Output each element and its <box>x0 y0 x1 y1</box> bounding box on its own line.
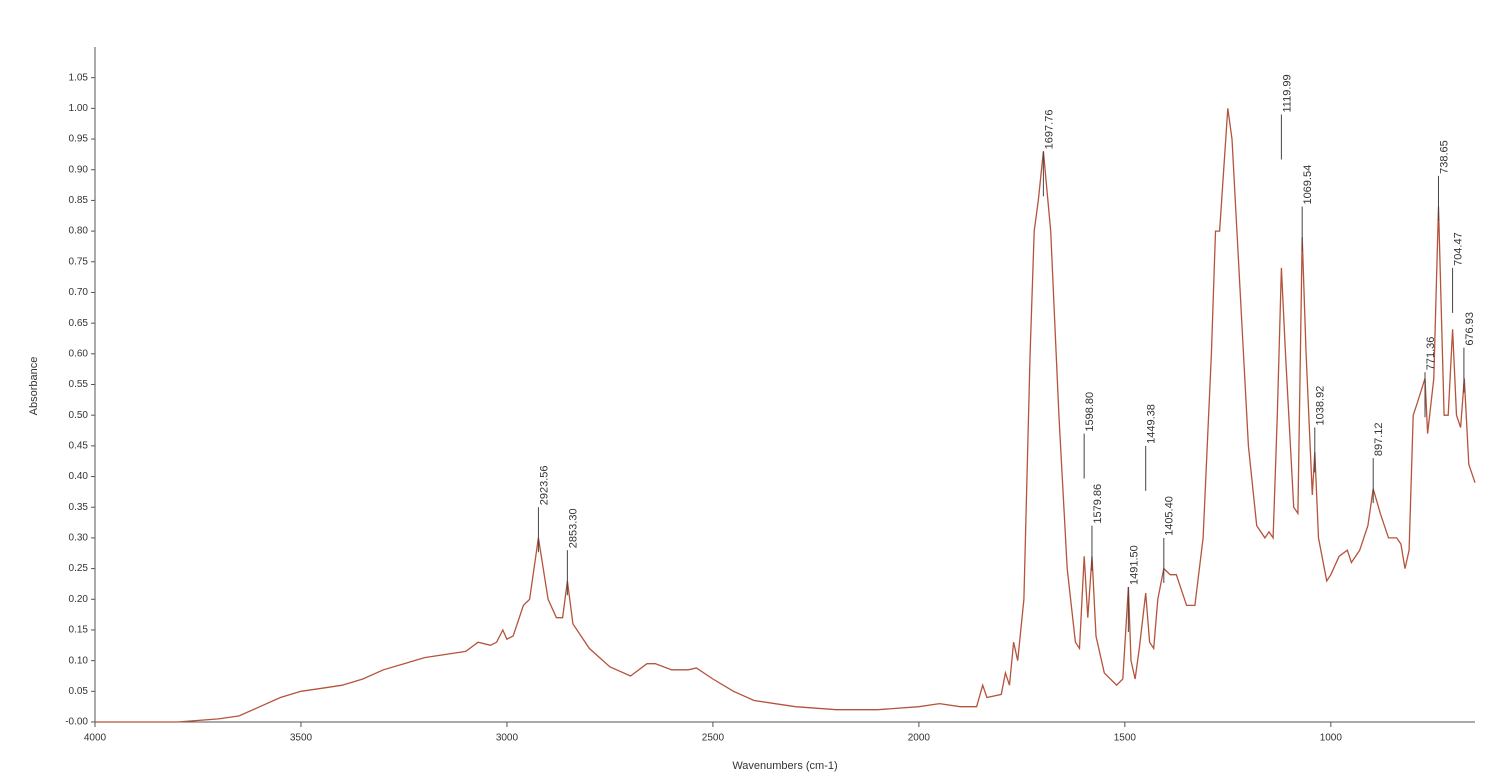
x-axis-label: Wavenumbers (cm-1) <box>732 760 837 772</box>
peak-label: 897.12 <box>1373 422 1385 456</box>
peak-label: 771.36 <box>1425 337 1437 371</box>
x-tick-label: 1000 <box>1320 733 1343 744</box>
peak-label: 2923.56 <box>538 465 550 505</box>
y-tick-label: 0.75 <box>69 256 89 267</box>
x-tick-label: 1500 <box>1114 733 1137 744</box>
x-tick-label: 2500 <box>702 733 725 744</box>
peak-label: 676.93 <box>1464 312 1476 346</box>
y-tick-label: 0.45 <box>69 441 89 452</box>
y-tick-label: 0.85 <box>69 195 89 206</box>
peak-label: 1491.50 <box>1128 545 1140 585</box>
y-tick-label: 0.70 <box>69 287 89 298</box>
y-tick-label: 0.25 <box>69 563 89 574</box>
y-tick-label: 1.05 <box>69 72 89 83</box>
peak-label: 1598.80 <box>1084 392 1096 432</box>
y-tick-label: 0.80 <box>69 226 89 237</box>
y-tick-label: 0.05 <box>69 686 89 697</box>
y-tick-label: 0.15 <box>69 625 89 636</box>
y-tick-label: 0.50 <box>69 410 89 421</box>
y-tick-label: 0.40 <box>69 471 89 482</box>
y-tick-label: 0.55 <box>69 379 89 390</box>
y-tick-label: 0.10 <box>69 655 89 666</box>
peak-label: 1069.54 <box>1302 165 1314 205</box>
y-tick-label: -0.00 <box>65 717 88 728</box>
y-tick-label: 0.90 <box>69 164 89 175</box>
y-tick-label: 0.65 <box>69 318 89 329</box>
y-tick-label: 0.30 <box>69 533 89 544</box>
peak-label: 1038.92 <box>1315 386 1327 426</box>
peak-label: 1119.99 <box>1281 74 1293 112</box>
y-tick-label: 0.20 <box>69 594 89 605</box>
y-tick-label: 1.00 <box>69 103 89 114</box>
peak-label: 704.47 <box>1452 232 1464 266</box>
peak-label: 1449.38 <box>1146 404 1158 444</box>
peak-label: 738.65 <box>1438 140 1450 174</box>
x-tick-label: 3000 <box>496 733 519 744</box>
peak-label: 2853.30 <box>567 508 579 548</box>
x-tick-label: 4000 <box>84 733 107 744</box>
y-tick-label: 0.35 <box>69 502 89 513</box>
peak-label: 1405.40 <box>1164 496 1176 536</box>
peak-label: 1697.76 <box>1043 110 1055 150</box>
peak-label: 1579.86 <box>1092 484 1104 524</box>
spectrum-line <box>95 108 1476 723</box>
x-tick-label: 2000 <box>908 733 931 744</box>
x-tick-label: 3500 <box>290 733 313 744</box>
y-axis-label: Absorbance <box>28 357 40 416</box>
y-tick-label: 0.95 <box>69 134 89 145</box>
y-tick-label: 0.60 <box>69 348 89 359</box>
